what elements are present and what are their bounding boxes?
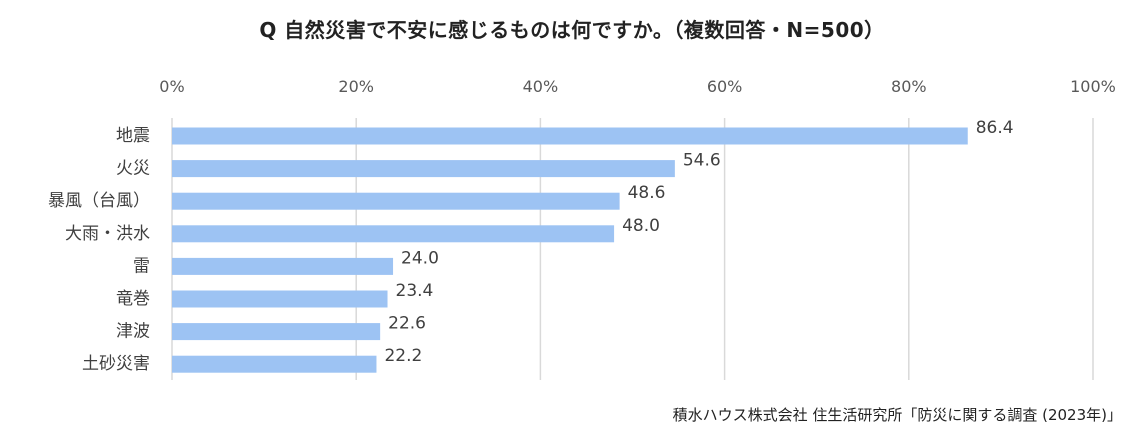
x-tick-label: 80% [891, 77, 927, 96]
value-label: 22.2 [384, 346, 422, 366]
gridlines [171, 118, 1094, 380]
x-tick-label: 60% [707, 77, 743, 96]
value-label: 23.4 [396, 281, 434, 301]
category-label: 火災 [116, 159, 150, 179]
value-label: 22.6 [388, 314, 426, 334]
value-label: 48.6 [628, 183, 666, 203]
category-label: 地震 [116, 126, 150, 146]
category-label: 津波 [116, 322, 150, 342]
bar-1 [172, 160, 675, 178]
bar-6 [172, 323, 381, 341]
value-label: 54.6 [683, 151, 721, 171]
bar-5 [172, 290, 388, 308]
chart-source: 積水ハウス株式会社 住生活研究所「防災に関する調査 (2023年)」 [672, 406, 1122, 424]
category-label: 竜巻 [116, 289, 150, 309]
value-label: 86.4 [976, 118, 1014, 138]
x-tick-label: 0% [159, 77, 184, 96]
x-tick-label: 20% [338, 77, 374, 96]
bar-4 [172, 257, 394, 275]
bar-2 [172, 192, 620, 210]
bar-0 [172, 127, 968, 145]
value-label: 24.0 [401, 248, 439, 268]
bar-3 [172, 225, 615, 243]
category-label: 暴風（台風） [48, 191, 150, 211]
category-label: 雷 [133, 256, 150, 276]
x-tick-label: 100% [1070, 77, 1116, 96]
chart-title: Q 自然災害で不安に感じるものは何ですか。（複数回答・N=500） [259, 18, 885, 42]
value-label: 48.0 [622, 216, 660, 236]
bars [172, 127, 968, 373]
x-tick-label: 40% [523, 77, 559, 96]
category-label: 大雨・洪水 [65, 224, 150, 244]
category-label: 土砂災害 [82, 354, 150, 374]
bar-7 [172, 355, 377, 373]
